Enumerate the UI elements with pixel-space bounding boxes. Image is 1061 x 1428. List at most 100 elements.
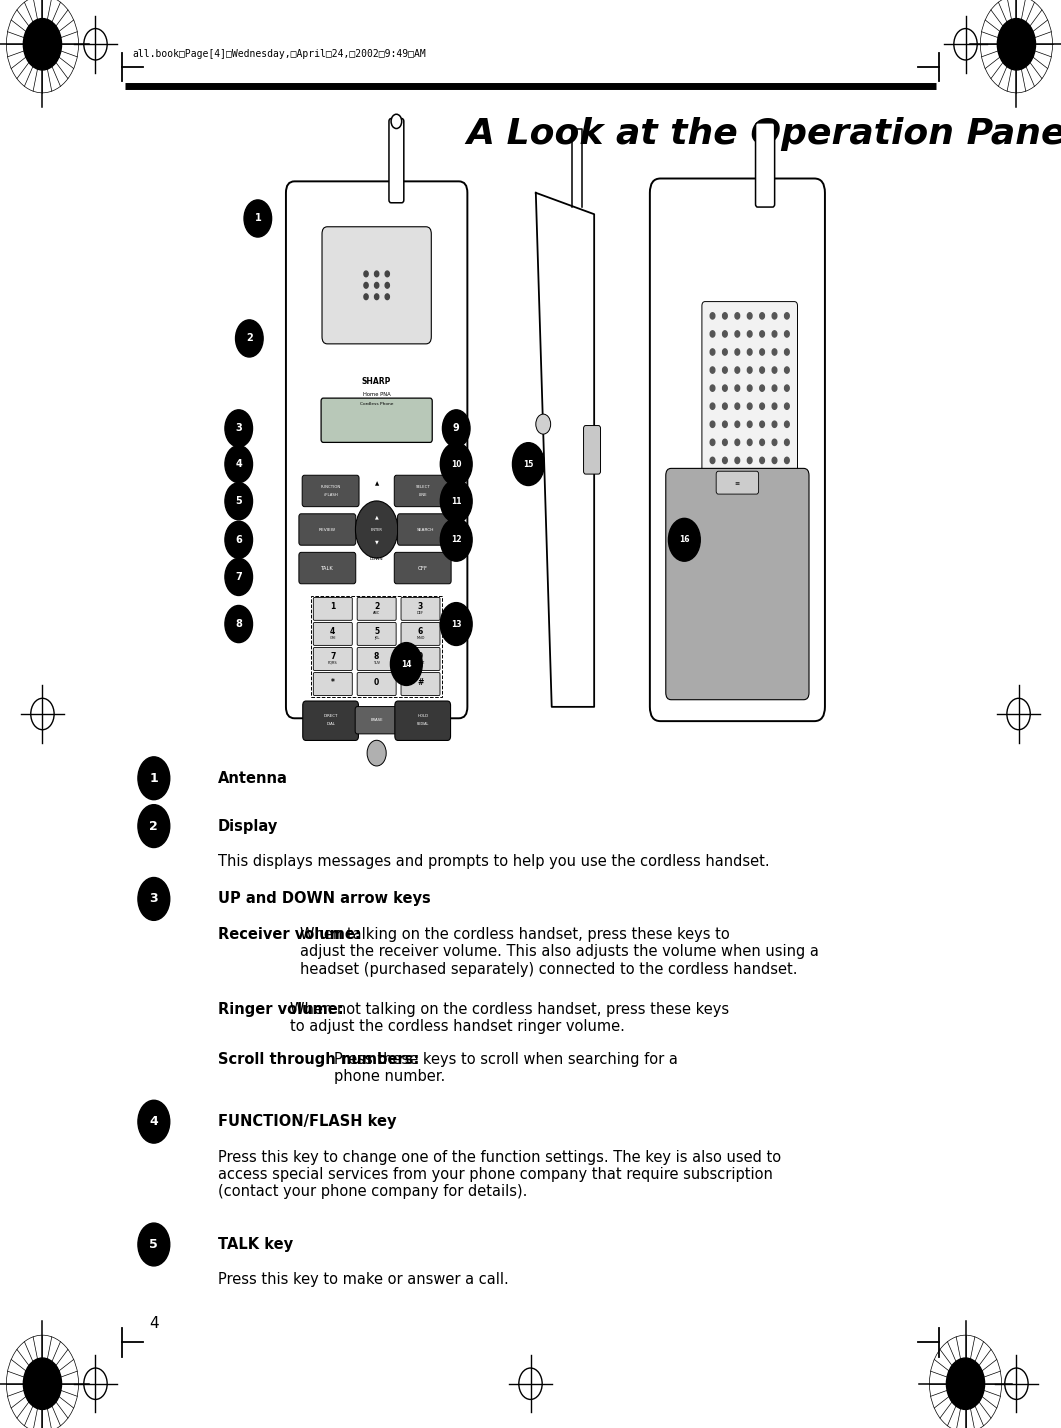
FancyBboxPatch shape [358,597,396,620]
Text: 1: 1 [255,213,261,224]
Text: Ringer volume:: Ringer volume: [218,1002,348,1017]
Text: *: * [331,677,334,687]
Circle shape [723,331,727,337]
Circle shape [225,483,253,520]
Circle shape [138,877,170,921]
Circle shape [225,446,253,483]
Text: REVIEW: REVIEW [318,527,336,531]
Circle shape [735,403,740,410]
Circle shape [385,283,389,288]
Circle shape [747,440,752,446]
Circle shape [138,757,170,800]
Text: 2: 2 [375,603,379,611]
Circle shape [735,421,740,427]
Circle shape [784,457,789,464]
Text: 5: 5 [150,1238,158,1251]
Text: MNO: MNO [416,635,424,640]
Circle shape [760,313,764,318]
Circle shape [225,410,253,447]
Circle shape [747,313,752,318]
FancyBboxPatch shape [702,301,798,474]
FancyBboxPatch shape [401,647,440,670]
FancyBboxPatch shape [389,119,404,203]
Circle shape [772,313,777,318]
Circle shape [385,294,389,300]
Text: Cordless Phone: Cordless Phone [360,403,394,406]
Text: #: # [417,677,423,687]
Circle shape [760,331,764,337]
Circle shape [760,440,764,446]
Text: OFF: OFF [418,565,428,571]
Text: PQRS: PQRS [328,661,337,665]
FancyBboxPatch shape [398,514,454,545]
Text: 4: 4 [149,1317,159,1331]
Circle shape [225,605,253,643]
Circle shape [723,348,727,356]
Text: TALK key: TALK key [218,1237,293,1252]
Text: ▼: ▼ [375,540,379,545]
Circle shape [784,386,789,391]
Circle shape [138,1101,170,1144]
Text: 3: 3 [418,603,423,611]
Text: all.book□Page[4]□Wednesday,□April□24,□2002□9:49□AM: all.book□Page[4]□Wednesday,□April□24,□20… [133,49,427,60]
Text: SEARCH: SEARCH [417,527,435,531]
Circle shape [747,386,752,391]
Circle shape [760,367,764,373]
Circle shape [723,313,727,318]
Text: DIAL: DIAL [326,721,335,725]
Text: When talking on the cordless handset, press these keys to
adjust the receiver vo: When talking on the cordless handset, pr… [300,927,819,977]
Circle shape [747,421,752,427]
Circle shape [784,440,789,446]
Text: SHARP: SHARP [362,377,392,386]
Polygon shape [536,193,594,707]
Text: ENTER: ENTER [370,527,383,531]
Circle shape [784,421,789,427]
Text: 3: 3 [150,892,158,905]
Circle shape [784,367,789,373]
Circle shape [236,320,263,357]
Circle shape [138,805,170,848]
Text: Press this key to change one of the function settings. The key is also used to
a: Press this key to change one of the func… [218,1150,781,1200]
Circle shape [355,501,398,558]
Text: 1: 1 [150,771,158,785]
FancyBboxPatch shape [358,647,396,670]
FancyBboxPatch shape [321,398,432,443]
Circle shape [735,457,740,464]
Circle shape [710,348,715,356]
Circle shape [375,294,379,300]
Text: 2: 2 [150,820,158,833]
FancyBboxPatch shape [302,476,359,507]
Text: FUNCTION/FLASH key: FUNCTION/FLASH key [218,1114,396,1130]
FancyBboxPatch shape [716,471,759,494]
Text: DIRECT: DIRECT [324,714,337,718]
Circle shape [772,331,777,337]
Text: 10: 10 [451,460,462,468]
Circle shape [440,603,472,645]
Circle shape [784,348,789,356]
Circle shape [747,403,752,410]
FancyBboxPatch shape [358,673,396,695]
Text: Antenna: Antenna [218,771,288,785]
Circle shape [244,200,272,237]
Text: Press these keys to scroll when searching for a
phone number.: Press these keys to scroll when searchin… [334,1051,678,1084]
FancyBboxPatch shape [395,553,451,584]
FancyBboxPatch shape [299,553,355,584]
FancyBboxPatch shape [649,178,824,721]
Circle shape [390,643,422,685]
Text: 2: 2 [246,333,253,344]
Circle shape [735,348,740,356]
Circle shape [747,367,752,373]
FancyBboxPatch shape [401,673,440,695]
Circle shape [772,348,777,356]
Text: DOWN: DOWN [370,557,383,561]
Circle shape [735,331,740,337]
Circle shape [23,19,62,70]
FancyBboxPatch shape [395,701,451,741]
Text: 4: 4 [150,1115,158,1128]
Circle shape [723,403,727,410]
Circle shape [747,457,752,464]
Text: 7: 7 [330,653,335,661]
Text: ≡: ≡ [735,480,740,486]
Circle shape [364,271,368,277]
Circle shape [536,414,551,434]
